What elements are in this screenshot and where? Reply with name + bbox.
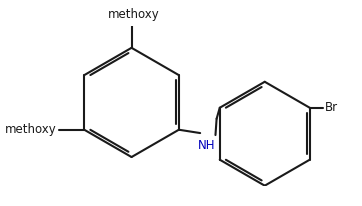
- Text: methoxy: methoxy: [108, 7, 160, 21]
- Text: methoxy: methoxy: [5, 123, 57, 136]
- Text: Br: Br: [325, 101, 338, 114]
- Text: NH: NH: [198, 139, 215, 152]
